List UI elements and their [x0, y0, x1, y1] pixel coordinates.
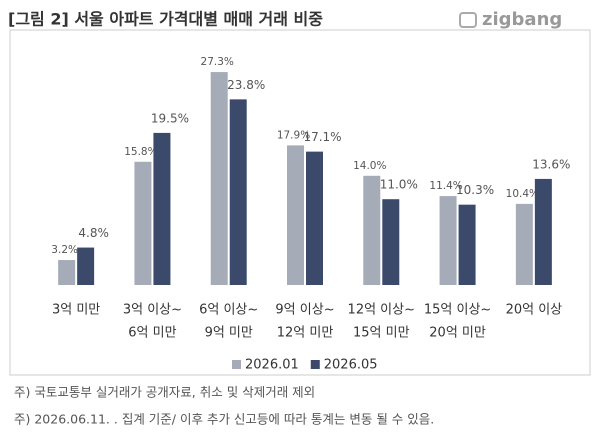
x-tick-label: 6억 미만 [128, 326, 176, 341]
x-tick-label: 3억 이상~ [123, 303, 182, 318]
value-label: 15.8% [124, 146, 157, 158]
bar [77, 247, 95, 285]
bar [382, 199, 400, 285]
chart-title: [그림 2] 서울 아파트 가격대별 매매 거래 비중 [8, 10, 323, 29]
value-label: 4.8% [78, 226, 109, 240]
legend-swatch [310, 360, 320, 369]
bar [287, 145, 304, 285]
x-tick-label: 9억 미만 [205, 326, 253, 341]
value-label: 19.5% [151, 111, 189, 125]
logo-text: zigbang [482, 9, 562, 30]
x-tick-label: 6억 이상~ [199, 303, 258, 318]
value-label: 11.4% [429, 180, 462, 192]
x-tick-label: 20억 이상 [506, 303, 563, 318]
value-label: 17.1% [303, 130, 341, 144]
bar [534, 178, 552, 285]
x-tick-label: 15억 미만 [353, 326, 410, 341]
bar [134, 161, 152, 285]
value-label: 10.3% [456, 183, 494, 197]
legend-label: 2026.05 [324, 358, 378, 373]
legend-swatch [232, 360, 241, 369]
chart-frame [9, 29, 591, 376]
legend-label: 2026.01 [245, 358, 299, 373]
value-label: 3.2% [51, 244, 78, 256]
logo-icon [459, 12, 477, 28]
note: 주) 2026.06.11. . 집계 기준/ 이후 추가 신고등에 따라 통계… [14, 412, 434, 427]
value-label: 10.4% [506, 188, 539, 200]
value-label: 27.3% [201, 56, 234, 68]
logo: zigbang [459, 9, 562, 30]
bar [153, 132, 171, 285]
value-label: 11.0% [380, 178, 418, 192]
value-label: 14.0% [353, 160, 386, 172]
x-tick-label: 3억 미만 [52, 303, 100, 318]
x-tick-label: 15억 이상~ [424, 303, 491, 318]
x-tick-label: 9억 이상~ [275, 303, 334, 318]
bar [306, 151, 323, 285]
value-label: 13.6% [532, 157, 570, 171]
bar [210, 72, 228, 285]
x-tick-label: 12억 미만 [277, 326, 334, 341]
bar [515, 203, 533, 285]
x-tick-label: 20억 미만 [429, 326, 486, 341]
x-tick-label: 12억 이상~ [348, 303, 415, 318]
bar [58, 260, 76, 285]
bar [229, 99, 247, 285]
value-label: 17.9% [277, 129, 310, 141]
value-label: 23.8% [227, 78, 265, 92]
note: 주) 국토교통부 실거래가 공개자료, 취소 및 삭제거래 제외 [14, 385, 315, 400]
bar [439, 196, 457, 285]
bar [458, 204, 476, 285]
bar [363, 175, 381, 285]
